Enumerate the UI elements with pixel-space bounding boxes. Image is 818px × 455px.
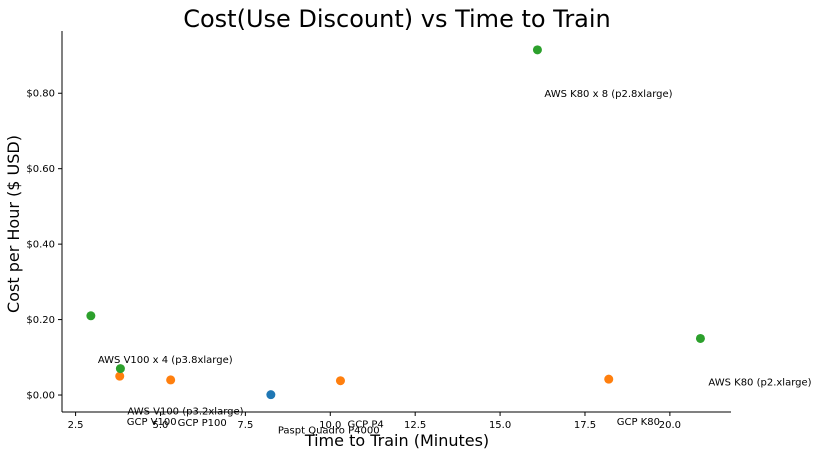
scatter-point — [115, 371, 125, 381]
x-tick-label: 12.5 — [404, 420, 426, 431]
chart-title: Cost(Use Discount) vs Time to Train — [183, 5, 611, 33]
x-axis-label: Time to Train (Minutes) — [304, 431, 489, 450]
scatter-point — [166, 375, 176, 385]
y-tick-label: $0.20 — [26, 315, 55, 326]
x-ticks: 2.5 5.0 7.5 10.0 12.5 15.0 17.5 20.0 — [68, 412, 681, 431]
point-label: GCP P4 — [347, 420, 383, 431]
scatter-point — [532, 45, 542, 55]
point-label: AWS V100 x 4 (p3.8xlarge) — [98, 355, 233, 366]
point-label: GCP V100 — [127, 417, 177, 428]
point-label: AWS V100 (p3.2xlarge) — [127, 407, 243, 418]
scatter-point — [86, 311, 96, 321]
x-tick-label: 10.0 — [319, 420, 341, 431]
x-tick-label: 2.5 — [68, 420, 84, 431]
x-tick-label: 15.0 — [489, 420, 511, 431]
x-tick-label: 17.5 — [574, 420, 596, 431]
y-tick-label: $0.80 — [26, 89, 55, 100]
y-tick-label: $0.60 — [26, 164, 55, 175]
y-ticks: $0.00 $0.20 $0.40 $0.60 $0.80 — [26, 89, 62, 402]
x-tick-label: 5.0 — [153, 420, 169, 431]
x-tick-label: 20.0 — [659, 420, 681, 431]
point-label: Paspt Quadro P4000 — [278, 426, 380, 437]
scatter-point — [115, 364, 125, 374]
point-label: AWS K80 (p2.xlarge) — [708, 377, 811, 388]
point-label: AWS K80 x 8 (p2.8xlarge) — [544, 89, 672, 100]
point-label: GCP P100 — [178, 418, 227, 429]
point-label: GCP K80 — [617, 417, 660, 428]
scatter-point — [335, 376, 345, 386]
scatter-point — [266, 390, 276, 400]
scatter-point — [604, 374, 614, 384]
y-axis-label: Cost per Hour ($ USD) — [4, 135, 23, 313]
y-tick-label: $0.00 — [26, 391, 55, 402]
y-tick-label: $0.40 — [26, 240, 55, 251]
scatter-point — [695, 333, 705, 343]
point-annotations: Paspt Quadro P4000 GCP V100 GCP P100 GCP P4… — [98, 89, 812, 437]
data-points — [86, 45, 705, 400]
x-tick-label: 7.5 — [237, 420, 253, 431]
